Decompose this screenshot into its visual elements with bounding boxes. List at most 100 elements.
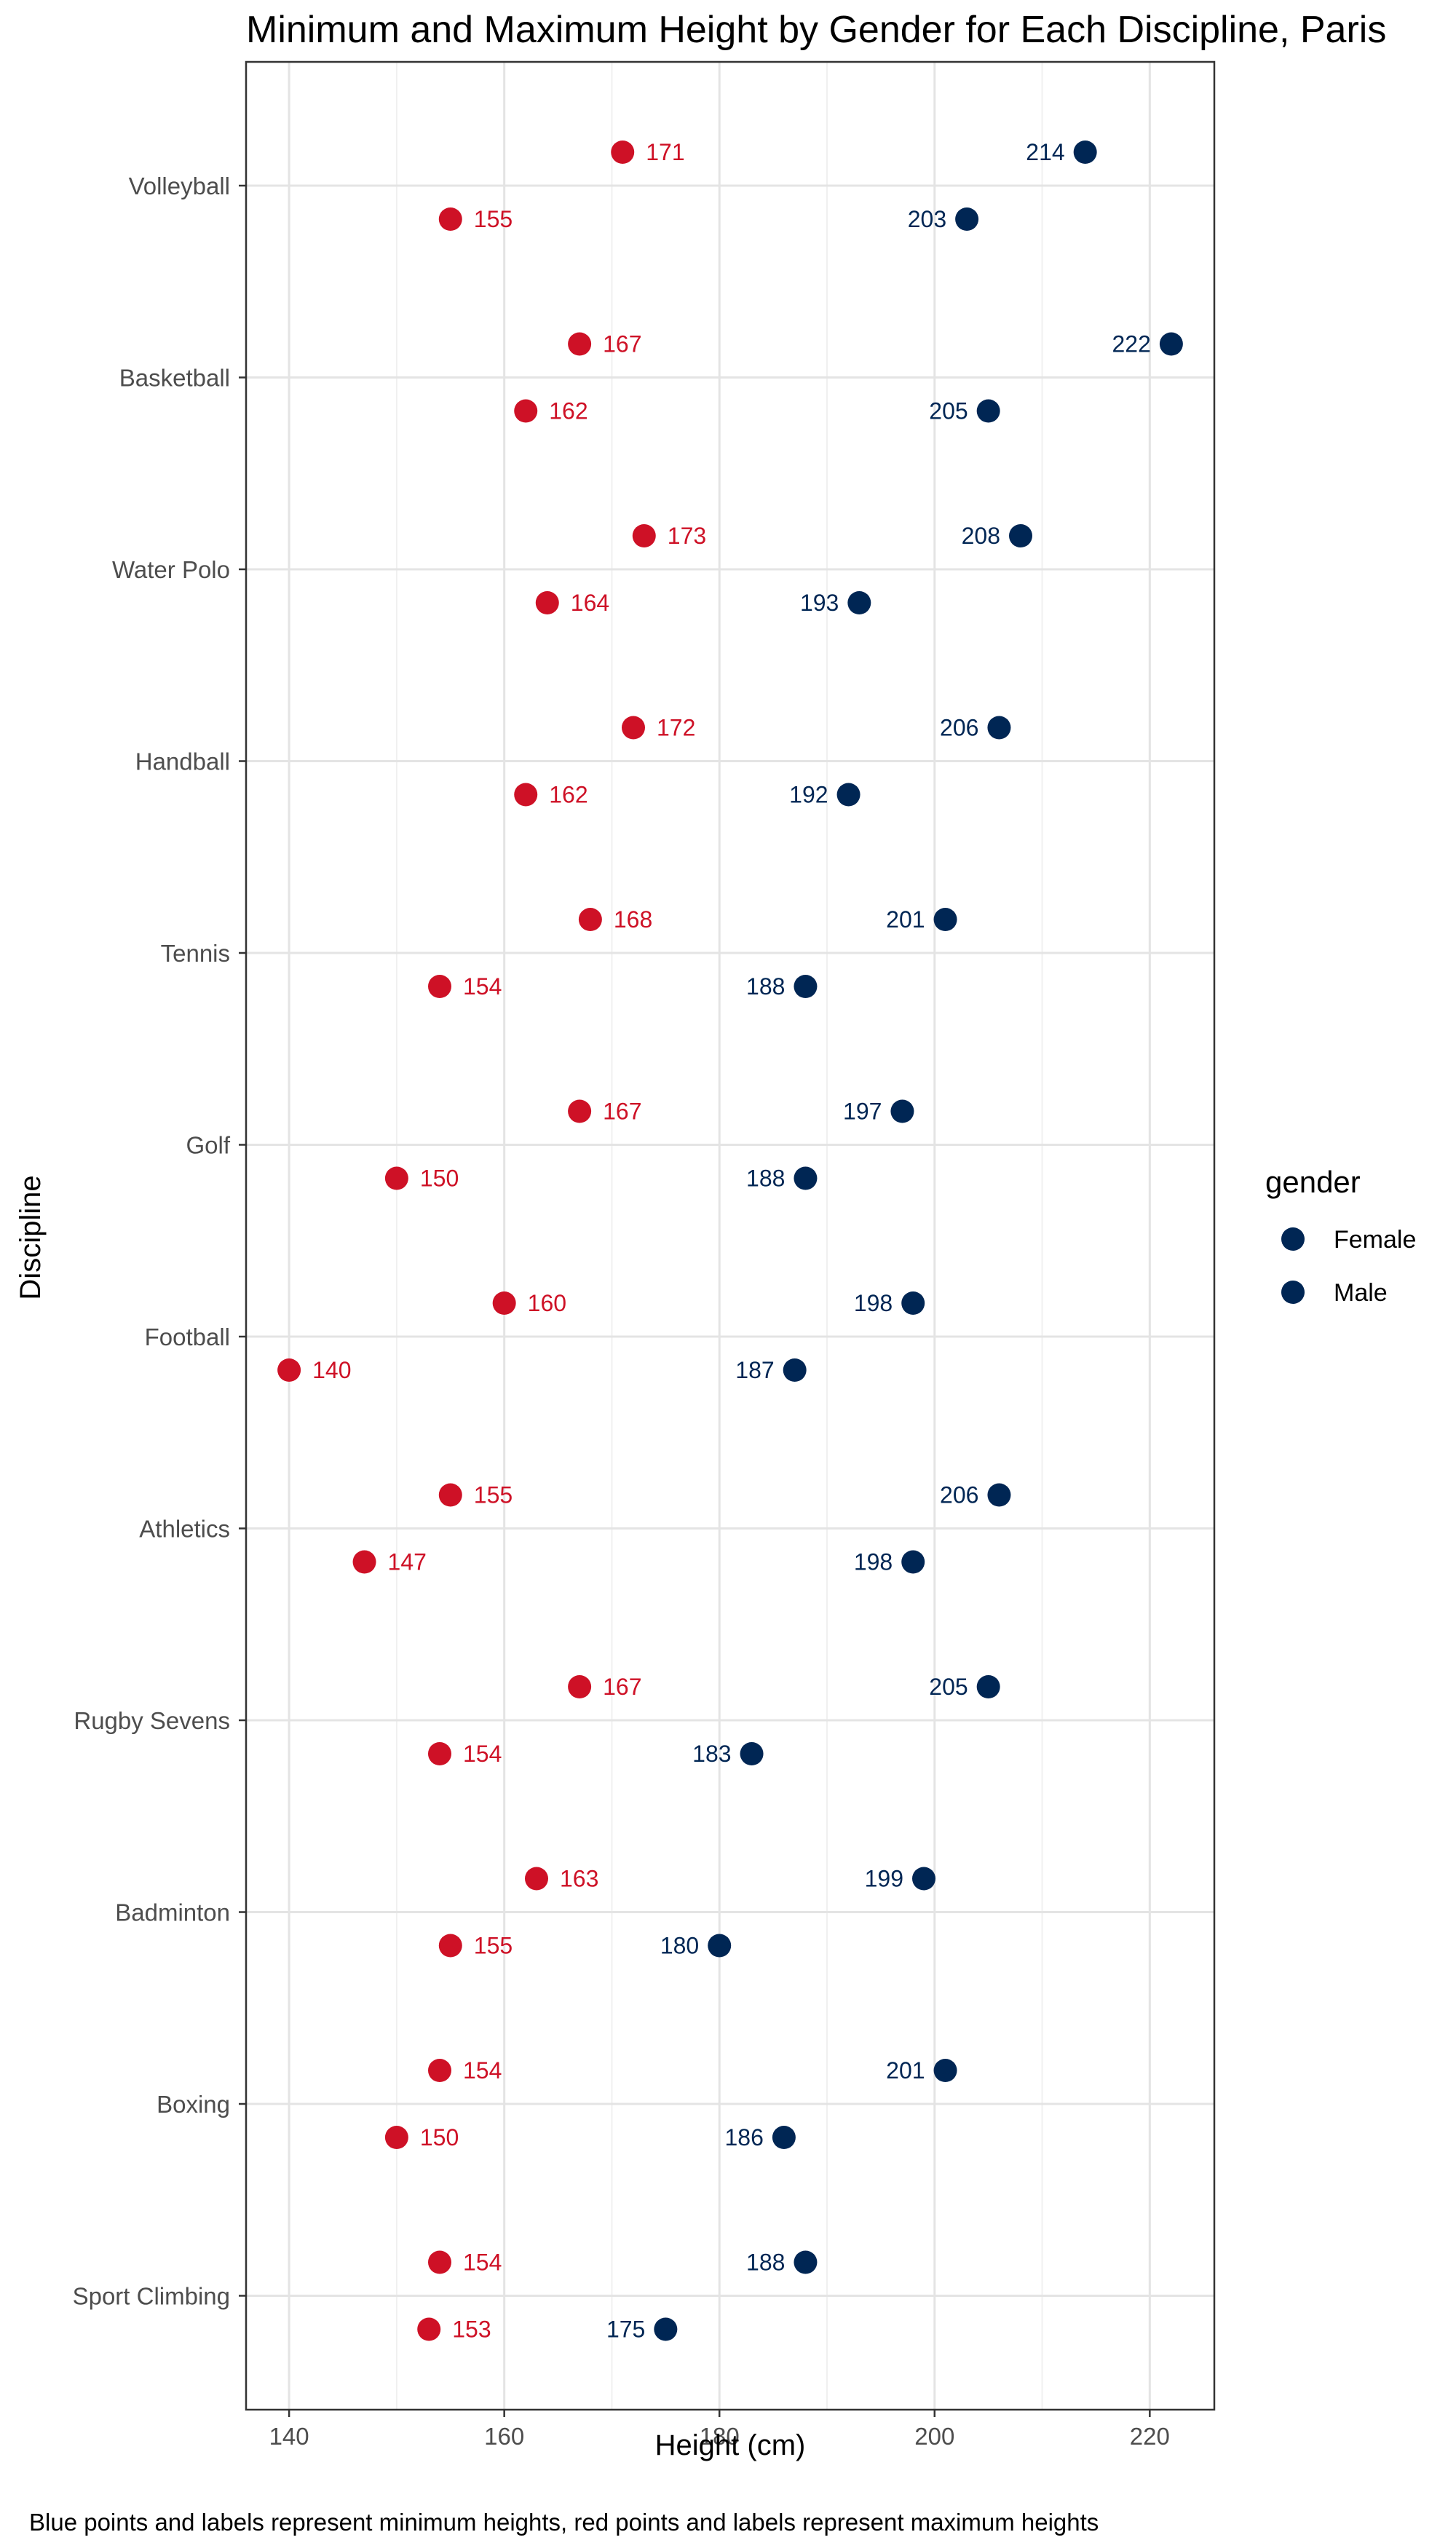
data-point — [568, 1099, 592, 1123]
data-point — [794, 1166, 818, 1190]
data-label: 201 — [886, 2057, 925, 2084]
data-point — [428, 1742, 451, 1765]
data-point — [901, 1291, 925, 1315]
legend-key-male — [1281, 1281, 1305, 1304]
data-point — [438, 1483, 462, 1507]
data-point — [740, 1742, 764, 1765]
data-point — [783, 1358, 807, 1382]
legend-title: gender — [1265, 1165, 1361, 1199]
data-point — [987, 716, 1011, 740]
data-label: 153 — [452, 2316, 491, 2343]
y-tick-label: Golf — [186, 1132, 230, 1159]
data-point — [622, 716, 645, 740]
legend-entry-female: Female — [1281, 1226, 1416, 1254]
data-label: 164 — [571, 590, 609, 616]
data-point — [525, 1867, 548, 1891]
y-tick-label: Sport Climbing — [73, 2283, 230, 2310]
data-point — [352, 1550, 376, 1574]
data-label: 155 — [474, 1933, 513, 1959]
data-point — [428, 975, 451, 998]
data-label: 167 — [603, 331, 641, 357]
data-point — [428, 2059, 451, 2082]
data-label: 162 — [549, 782, 587, 808]
data-label: 208 — [962, 523, 1000, 549]
data-label: 172 — [657, 715, 695, 741]
x-axis-title: Height (cm) — [655, 2429, 806, 2461]
data-label: 222 — [1112, 331, 1150, 357]
y-tick-label: Basketball — [119, 365, 230, 392]
data-label: 193 — [800, 590, 839, 616]
x-tick-label: 220 — [1130, 2423, 1170, 2450]
data-label: 173 — [668, 523, 706, 549]
data-label: 214 — [1026, 139, 1064, 165]
data-label: 187 — [735, 1357, 774, 1383]
data-point — [384, 2126, 408, 2149]
y-tick-label: Volleyball — [129, 173, 230, 199]
data-point — [794, 975, 818, 998]
data-point — [976, 1675, 1000, 1698]
data-point — [933, 908, 957, 931]
y-tick-label: Badminton — [115, 1899, 230, 1926]
y-axis-title: Discipline — [15, 1175, 47, 1299]
data-label: 154 — [463, 1741, 502, 1767]
data-point — [890, 1099, 914, 1123]
data-point — [847, 591, 871, 614]
x-tick-label: 140 — [269, 2423, 309, 2450]
data-label: 154 — [463, 973, 502, 1000]
data-label: 163 — [560, 1866, 598, 1892]
data-point — [955, 207, 979, 231]
data-point — [277, 1358, 301, 1382]
data-point — [976, 399, 1000, 423]
data-label: 160 — [528, 1290, 566, 1316]
data-label: 155 — [474, 1482, 513, 1508]
data-label: 175 — [606, 2316, 645, 2343]
data-point — [428, 2250, 451, 2274]
data-label: 198 — [854, 1549, 893, 1575]
data-point — [1159, 332, 1183, 356]
data-label: 171 — [646, 139, 684, 165]
data-point — [438, 1934, 462, 1958]
data-point — [794, 2250, 818, 2274]
chart-title: Minimum and Maximum Height by Gender for… — [246, 9, 1386, 51]
data-label: 197 — [843, 1099, 882, 1125]
legend-entry-male: Male — [1281, 1279, 1388, 1307]
data-point — [438, 207, 462, 231]
data-label: 205 — [929, 1674, 968, 1700]
x-tick-label: 160 — [484, 2423, 524, 2450]
data-label: 154 — [463, 2250, 502, 2276]
data-point — [836, 783, 860, 807]
data-point — [1009, 524, 1032, 547]
data-label: 198 — [854, 1290, 893, 1316]
data-label: 147 — [388, 1549, 427, 1575]
data-label: 203 — [908, 206, 946, 232]
data-label: 167 — [603, 1099, 641, 1125]
x-tick-label: 180 — [700, 2423, 740, 2450]
y-tick-label: Football — [145, 1324, 230, 1350]
y-tick-label: Rugby Sevens — [74, 1707, 230, 1734]
data-label: 192 — [789, 782, 828, 808]
data-label: 140 — [312, 1357, 351, 1383]
data-point — [611, 141, 635, 164]
data-label: 167 — [603, 1674, 641, 1700]
y-tick-label: Water Polo — [112, 556, 230, 583]
y-tick-label: Tennis — [161, 940, 230, 967]
data-point — [578, 908, 602, 931]
data-point — [568, 1675, 592, 1698]
data-point — [492, 1291, 516, 1315]
data-label: 150 — [420, 1166, 459, 1192]
data-label: 188 — [746, 1166, 785, 1192]
data-point — [933, 2059, 957, 2082]
data-label: 201 — [886, 906, 925, 933]
y-tick-label: Athletics — [139, 1516, 230, 1543]
data-label: 180 — [660, 1933, 699, 1959]
data-point — [912, 1867, 935, 1891]
data-label: 183 — [692, 1741, 731, 1767]
data-label: 205 — [929, 398, 968, 424]
data-label: 188 — [746, 973, 785, 1000]
y-tick-label: Boxing — [157, 2091, 230, 2118]
data-label: 199 — [865, 1866, 903, 1892]
data-points — [277, 141, 1183, 2341]
data-label: 186 — [724, 2124, 763, 2151]
